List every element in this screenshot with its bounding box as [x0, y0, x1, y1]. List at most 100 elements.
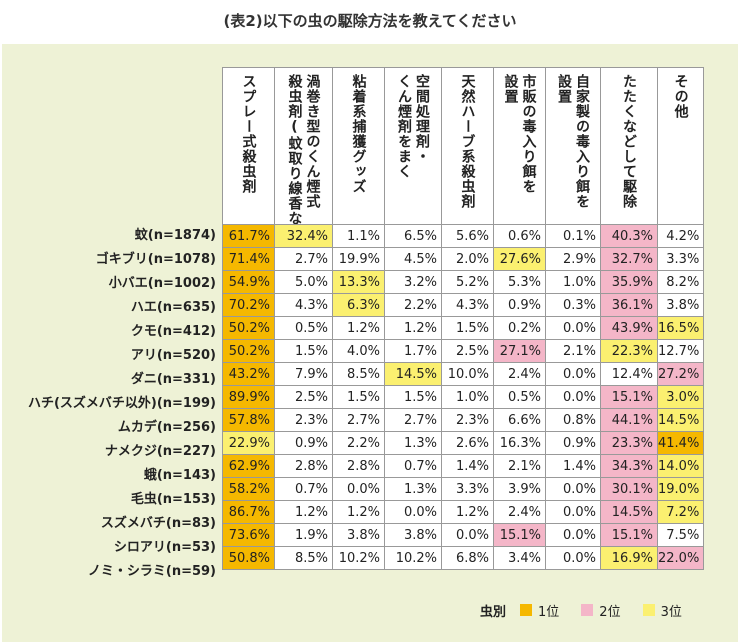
- table-cell: 0.9%: [493, 293, 546, 317]
- table-cell: 2.7%: [332, 408, 385, 432]
- table-cell: 70.2%: [222, 293, 275, 317]
- table-cell: 0.7%: [274, 477, 333, 501]
- table-cell: 1.0%: [441, 385, 494, 409]
- table-cell: 1.5%: [332, 385, 385, 409]
- table-cell: 50.2%: [222, 339, 275, 363]
- table-cell: 27.1%: [493, 339, 546, 363]
- table-cell: 35.9%: [600, 270, 658, 294]
- table-row: 71.4% 2.7% 19.9% 4.5% 2.0% 27.6% 2.9% 32.7% 3.3%: [222, 247, 705, 271]
- table-cell: 0.6%: [493, 224, 546, 248]
- table-cell: 58.2%: [222, 477, 275, 501]
- table-cell: 13.3%: [332, 270, 385, 294]
- table-cell: 14.5%: [600, 500, 658, 524]
- table-cell: 1.3%: [384, 431, 442, 455]
- table-cell: 1.5%: [274, 339, 333, 363]
- table-cell: 0.1%: [545, 224, 601, 248]
- column-header: 市販の毒入り餌を 設置: [493, 67, 546, 225]
- table-cell: 0.7%: [384, 454, 442, 478]
- table-cell: 2.1%: [493, 454, 546, 478]
- table-row: 73.6% 1.9% 3.8% 3.8% 0.0% 15.1% 0.0% 15.1% 7.5%: [222, 523, 705, 547]
- column-header: 渦巻き型のくん煙式 殺虫剤(蚊取り線香など): [274, 67, 333, 225]
- table-cell: 57.8%: [222, 408, 275, 432]
- table-cell: 50.8%: [222, 546, 275, 570]
- table-cell: 2.3%: [274, 408, 333, 432]
- table-row: 57.8% 2.3% 2.7% 2.7% 2.3% 6.6% 0.8% 44.1% 14.5%: [222, 408, 705, 432]
- table-cell: 1.2%: [332, 500, 385, 524]
- table-cell: 8.2%: [656, 270, 705, 294]
- table-row: 86.7% 1.2% 1.2% 0.0% 1.2% 2.4% 0.0% 14.5% 7.2%: [222, 500, 705, 524]
- table-cell: 1.3%: [384, 477, 442, 501]
- table-cell: 2.6%: [441, 431, 494, 455]
- table-cell: 0.3%: [545, 293, 601, 317]
- table-cell: 2.5%: [274, 385, 333, 409]
- table-cell: 2.4%: [493, 500, 546, 524]
- table-cell: 27.2%: [656, 362, 705, 386]
- table-row: 50.2% 0.5% 1.2% 1.2% 1.5% 0.2% 0.0% 43.9% 16.5%: [222, 316, 705, 340]
- table-cell: 1.2%: [274, 500, 333, 524]
- table-cell: 4.2%: [656, 224, 705, 248]
- table-cell: 8.5%: [332, 362, 385, 386]
- table-cell: 15.1%: [600, 385, 658, 409]
- table-cell: 2.5%: [441, 339, 494, 363]
- results-table: スプレー式殺虫剤 渦巻き型のくん煙式 殺虫剤(蚊取り線香など) 粘着系捕獲グッズ 空間…: [222, 67, 705, 570]
- table-cell: 4.5%: [384, 247, 442, 271]
- table-cell: 2.7%: [384, 408, 442, 432]
- table-cell: 5.0%: [274, 270, 333, 294]
- table-cell: 0.0%: [545, 500, 601, 524]
- table-cell: 3.8%: [656, 293, 705, 317]
- table-cell: 12.7%: [656, 339, 705, 363]
- table-cell: 0.0%: [441, 523, 494, 547]
- legend-text-rank1: 1位: [538, 604, 560, 620]
- table-cell: 4.3%: [441, 293, 494, 317]
- table-cell: 6.8%: [441, 546, 494, 570]
- table-cell: 0.9%: [545, 431, 601, 455]
- table-cell: 0.0%: [332, 477, 385, 501]
- table-cell: 7.2%: [656, 500, 705, 524]
- table-cell: 1.4%: [441, 454, 494, 478]
- table-cell: 7.9%: [274, 362, 333, 386]
- column-header-label: 粘着系捕獲グッズ: [350, 74, 367, 194]
- column-header-label: 市販の毒入り餌を 設置: [502, 74, 537, 194]
- table-cell: 6.5%: [384, 224, 442, 248]
- row-label: ハチ(スズメバチ以外)(n=199): [27, 396, 216, 411]
- table-cell: 2.8%: [332, 454, 385, 478]
- legend-text-rank3: 3位: [660, 604, 682, 620]
- column-header-label: 空間処理剤・ くん煙剤をまく: [396, 74, 430, 179]
- legend-label: 虫別: [480, 604, 507, 620]
- table-cell: 6.3%: [332, 293, 385, 317]
- table-cell: 3.4%: [493, 546, 546, 570]
- table-cell: 43.9%: [600, 316, 658, 340]
- table-cell: 89.9%: [222, 385, 275, 409]
- row-label: クモ(n=412): [130, 324, 216, 339]
- table-cell: 8.5%: [274, 546, 333, 570]
- chart-title: (表2)以下の虫の駆除方法を教えてください: [223, 12, 517, 30]
- column-header: たたくなどして駆除: [600, 67, 658, 225]
- table-cell: 27.6%: [493, 247, 546, 271]
- table-cell: 86.7%: [222, 500, 275, 524]
- legend-swatch-rank1: [520, 604, 533, 616]
- table-cell: 0.0%: [545, 477, 601, 501]
- table-cell: 0.5%: [493, 385, 546, 409]
- table-cell: 10.2%: [332, 546, 385, 570]
- row-label: 蛾(n=143): [143, 468, 216, 483]
- table-cell: 15.1%: [600, 523, 658, 547]
- table-cell: 0.9%: [274, 431, 333, 455]
- table-cell: 1.2%: [384, 316, 442, 340]
- legend-swatch-rank3: [642, 604, 655, 616]
- table-cell: 15.1%: [493, 523, 546, 547]
- column-header: 天然ハーブ系殺虫剤: [441, 67, 494, 225]
- table-row: 58.2% 0.7% 0.0% 1.3% 3.3% 3.9% 0.0% 30.1% 19.0%: [222, 477, 705, 501]
- table-cell: 2.8%: [274, 454, 333, 478]
- table-cell: 3.2%: [384, 270, 442, 294]
- table-cell: 0.8%: [545, 408, 601, 432]
- table-cell: 3.8%: [384, 523, 442, 547]
- table-row: 89.9% 2.5% 1.5% 1.5% 1.0% 0.5% 0.0% 15.1% 3.0%: [222, 385, 705, 409]
- table-cell: 0.5%: [274, 316, 333, 340]
- table-cell: 3.3%: [441, 477, 494, 501]
- table-cell: 62.9%: [222, 454, 275, 478]
- row-label: ムカデ(n=256): [117, 420, 216, 435]
- column-header-label: 天然ハーブ系殺虫剤: [459, 74, 476, 209]
- table-cell: 12.4%: [600, 362, 658, 386]
- table-cell: 16.9%: [600, 546, 658, 570]
- table-cell: 54.9%: [222, 270, 275, 294]
